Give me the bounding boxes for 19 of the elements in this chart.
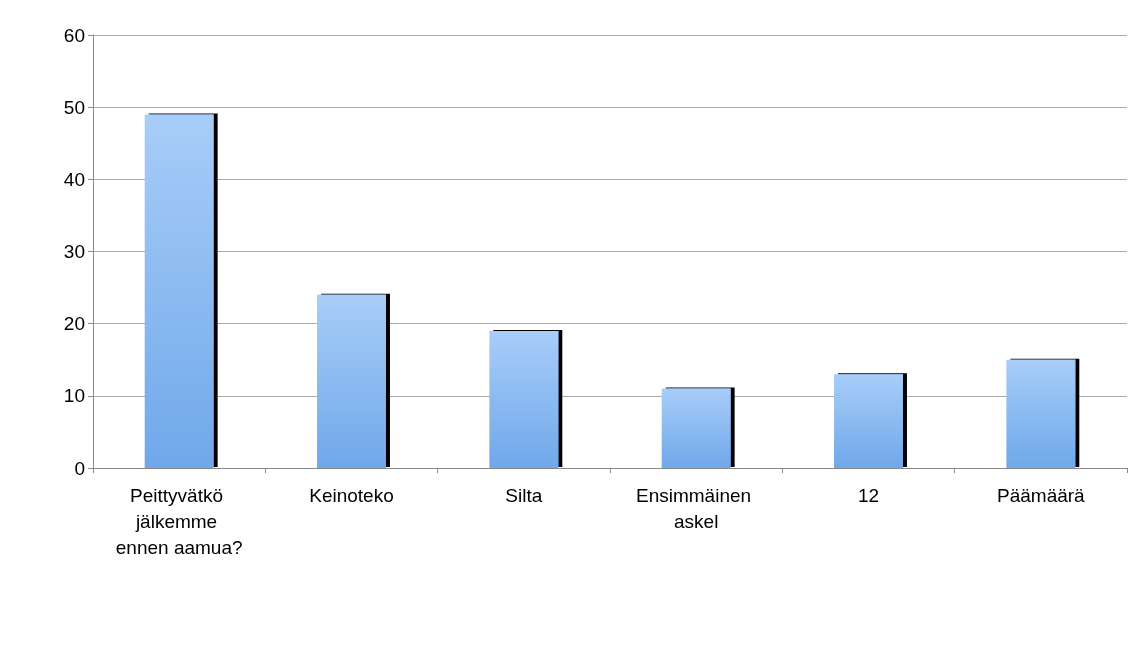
x-tick-label: Ensimmäinen askel <box>635 484 757 532</box>
bar <box>661 388 731 468</box>
bar <box>317 294 386 468</box>
x-tick-label: Silta <box>505 484 543 506</box>
y-tick-label: 50 <box>63 96 85 118</box>
bar <box>1006 359 1076 468</box>
x-tick-label: Peittyvätkö jälkemme ennen aamua? <box>115 484 243 558</box>
y-tick-label: 0 <box>74 457 85 479</box>
x-tick-label: 12 <box>857 484 880 506</box>
y-tick-label: 40 <box>63 168 85 190</box>
y-tick-label: 10 <box>63 385 85 407</box>
y-tick-label: 20 <box>63 313 85 335</box>
y-tick-label: 60 <box>63 24 85 46</box>
y-tick-label: 30 <box>63 241 85 262</box>
x-tick-label: Keinoteko <box>309 484 394 506</box>
x-tick-label: Päämäärä <box>997 484 1086 506</box>
bar <box>144 114 214 468</box>
bar <box>489 330 559 468</box>
bar <box>834 374 903 468</box>
